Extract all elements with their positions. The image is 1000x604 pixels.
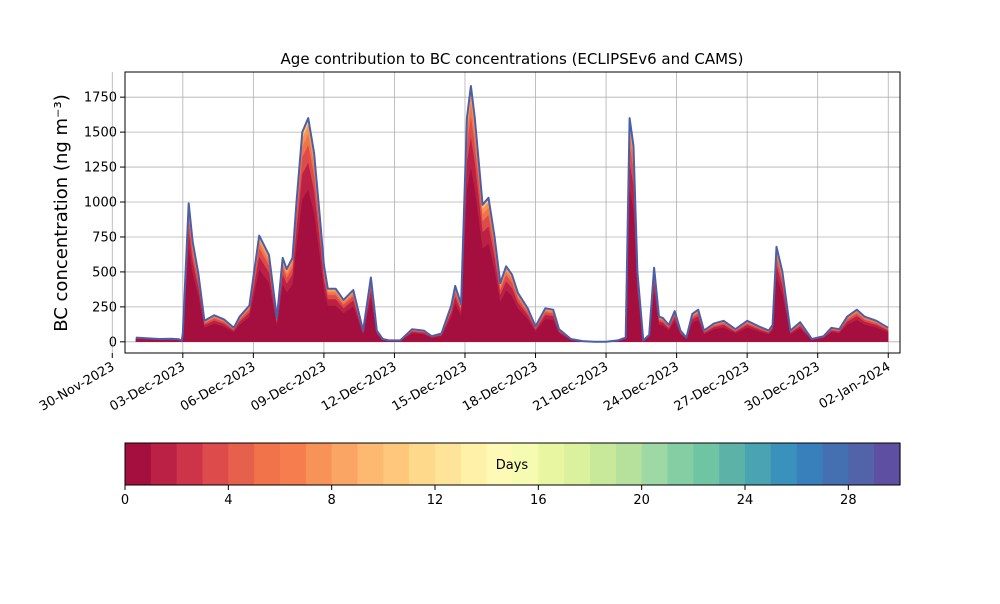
colorbar-cell <box>202 443 229 485</box>
x-tick-label: 18-Dec-2023 <box>460 359 540 414</box>
colorbar-cell <box>512 443 539 485</box>
colorbar-cell <box>822 443 849 485</box>
colorbar-cell <box>615 443 643 485</box>
colorbar-tick-label: 0 <box>121 493 129 508</box>
colorbar-cell <box>150 443 178 485</box>
colorbar-cell <box>564 443 591 485</box>
age-band-area <box>135 167 889 342</box>
colorbar-ticks: 0 4 8 12 16 20 24 28 <box>121 485 857 508</box>
x-tick-label: 03-Dec-2023 <box>107 359 187 414</box>
colorbar-cells <box>125 443 901 485</box>
colorbar-cell <box>693 443 720 485</box>
colorbar-cell <box>719 443 746 485</box>
y-tick-label: 500 <box>92 265 117 280</box>
colorbar-cell <box>383 443 410 485</box>
colorbar-cell <box>667 443 694 485</box>
colorbar-tick-label: 28 <box>840 493 857 508</box>
x-tick-label: 30-Dec-2023 <box>742 359 822 414</box>
y-tick-label: 0 <box>109 335 117 350</box>
x-tick-label: 12-Dec-2023 <box>319 359 399 414</box>
plot-area <box>111 71 901 354</box>
x-tick-label: 21-Dec-2023 <box>531 359 611 414</box>
colorbar-cell <box>641 443 669 485</box>
plot-frame <box>124 71 901 354</box>
colorbar-tick-label: 8 <box>328 493 336 508</box>
colorbar-cell <box>280 443 307 485</box>
total-outline <box>135 85 889 343</box>
colorbar-cell <box>409 443 436 485</box>
colorbar-tick-label: 16 <box>530 493 547 508</box>
x-tick-label: 06-Dec-2023 <box>178 359 258 414</box>
colorbar-cell <box>435 443 462 485</box>
y-axis: 0 250 500 750 1000 1250 1500 1750 <box>84 91 125 350</box>
colorbar-frame <box>124 442 901 486</box>
y-tick-label: 1500 <box>84 126 117 141</box>
colorbar-tick-label: 12 <box>427 493 444 508</box>
colorbar-cell <box>228 443 255 485</box>
chart-title: Age contribution to BC concentrations (E… <box>281 50 744 68</box>
colorbar-cell <box>796 443 824 485</box>
colorbar-cell <box>486 443 514 485</box>
colorbar-cell <box>848 443 875 485</box>
x-axis: 30-Nov-202303-Dec-202306-Dec-202309-Dec-… <box>37 353 893 415</box>
colorbar-cell <box>254 443 281 485</box>
y-tick-label: 250 <box>92 300 117 315</box>
colorbar-tick-label: 24 <box>737 493 754 508</box>
x-tick-label: 24-Dec-2023 <box>601 359 681 414</box>
colorbar-cell <box>538 443 565 485</box>
x-tick-label: 30-Nov-2023 <box>37 359 117 414</box>
colorbar-cell <box>331 443 359 485</box>
y-tick-label: 1750 <box>84 91 117 106</box>
colorbar-cell <box>745 443 772 485</box>
colorbar-cell <box>874 443 901 485</box>
y-axis-label: BC concentration (ng m⁻³) <box>51 94 72 332</box>
x-tick-label: 09-Dec-2023 <box>248 359 328 414</box>
x-tick-label: 02-Jan-2024 <box>817 359 894 412</box>
y-tick-label: 1250 <box>84 161 117 176</box>
colorbar-cell <box>305 443 333 485</box>
y-tick-label: 1000 <box>84 196 117 211</box>
colorbar-cell <box>460 443 488 485</box>
x-tick-label: 15-Dec-2023 <box>390 359 470 414</box>
colorbar-label: Days <box>496 458 529 473</box>
colorbar-tick-label: 20 <box>633 493 650 508</box>
colorbar-cell <box>176 443 204 485</box>
x-tick-label: 27-Dec-2023 <box>672 359 752 414</box>
colorbar-cell <box>590 443 617 485</box>
colorbar-tick-label: 4 <box>224 493 232 508</box>
colorbar: 0 4 8 12 16 20 24 28 Days <box>121 442 901 508</box>
y-tick-label: 750 <box>92 230 117 245</box>
colorbar-cell <box>770 443 798 485</box>
colorbar-cell <box>125 443 152 485</box>
colorbar-cell <box>357 443 384 485</box>
